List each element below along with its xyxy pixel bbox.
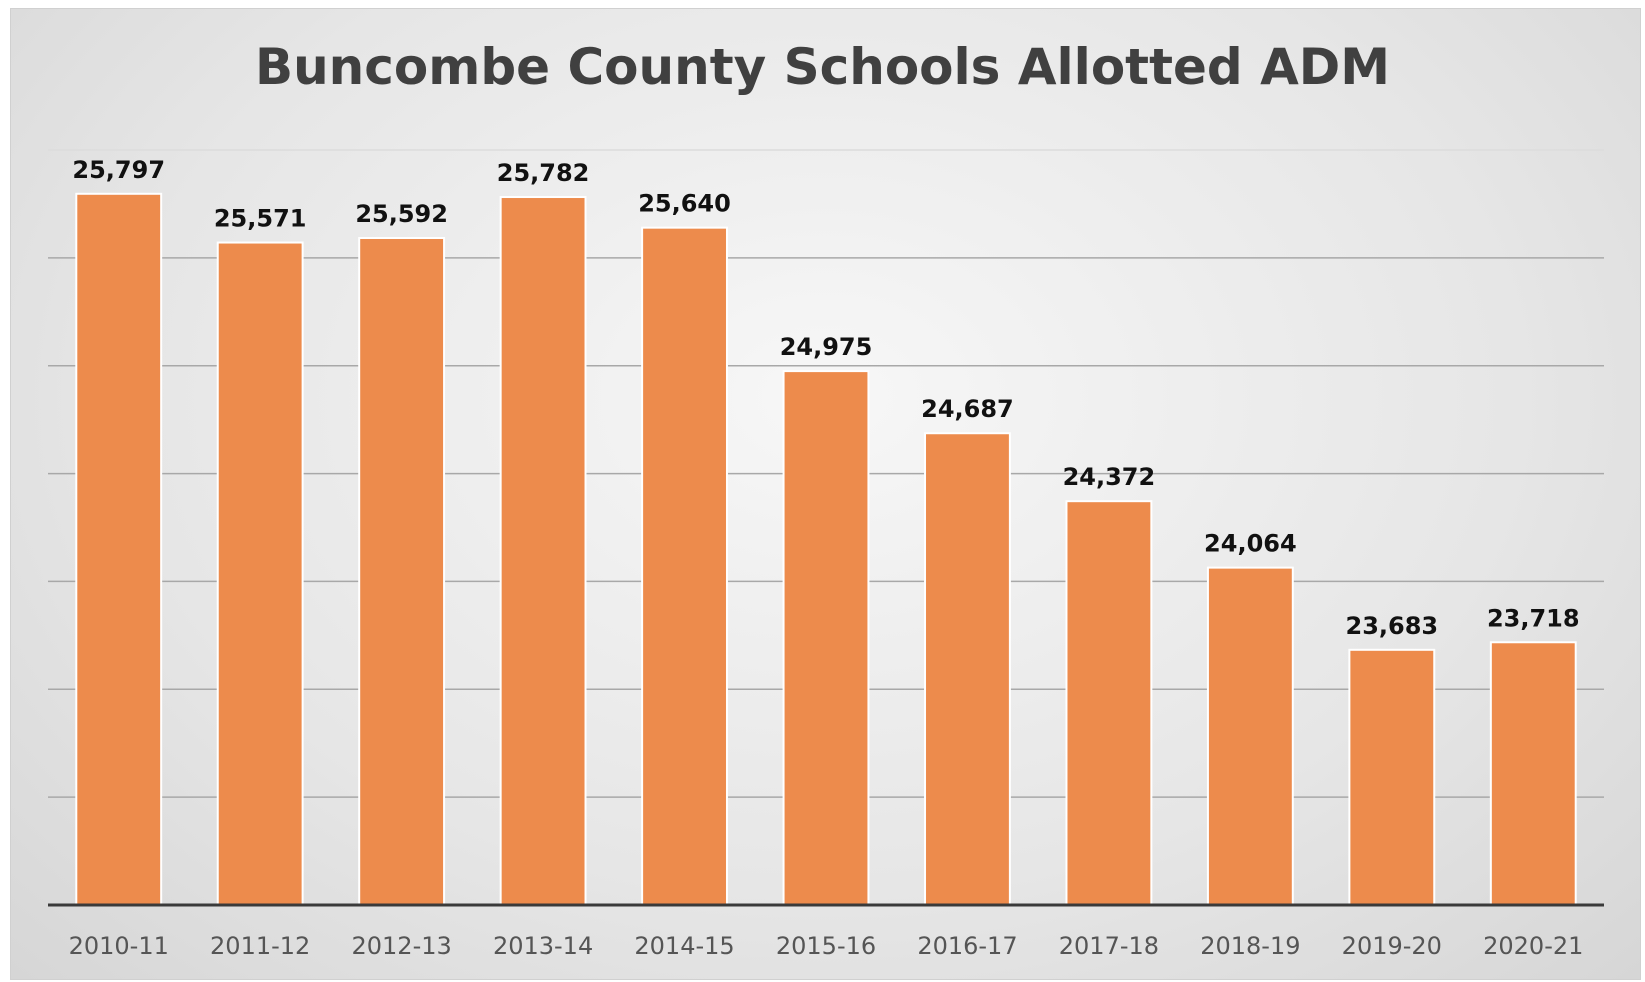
x-tick-label: 2020-21 (1483, 932, 1583, 960)
x-tick-label: 2013-14 (493, 932, 593, 960)
x-tick-label: 2010-11 (69, 932, 169, 960)
data-label: 24,064 (1204, 530, 1297, 558)
x-tick-label: 2012-13 (351, 932, 451, 960)
bar (1489, 641, 1577, 906)
x-tick-label: 2016-17 (917, 932, 1017, 960)
bar (1206, 566, 1294, 906)
x-tick-label: 2011-12 (210, 932, 310, 960)
data-label: 24,975 (780, 333, 873, 361)
bar (782, 370, 870, 907)
bar (924, 432, 1011, 906)
chart-title: Buncombe County Schools Allotted ADM (254, 38, 1391, 96)
bar (1348, 648, 1436, 906)
bar (1065, 500, 1153, 906)
data-label: 23,718 (1487, 604, 1580, 632)
data-label: 25,640 (638, 190, 731, 218)
data-label: 25,571 (214, 205, 307, 233)
data-label: 25,592 (355, 200, 448, 228)
data-label: 24,687 (921, 395, 1014, 423)
bar (641, 226, 728, 906)
x-tick-label: 2015-16 (776, 932, 876, 960)
x-tick-label: 2017-18 (1059, 932, 1159, 960)
data-label: 25,782 (497, 159, 590, 187)
data-label: 23,683 (1346, 612, 1439, 640)
x-tick-label: 2019-20 (1342, 932, 1442, 960)
bar (75, 192, 163, 907)
x-tick-label: 2014-15 (634, 932, 734, 960)
data-label: 24,372 (1063, 463, 1156, 491)
data-label: 25,797 (72, 156, 165, 184)
bar (358, 237, 446, 907)
x-tick-label: 2018-19 (1200, 932, 1300, 960)
bar (499, 196, 587, 907)
bar (216, 241, 304, 906)
